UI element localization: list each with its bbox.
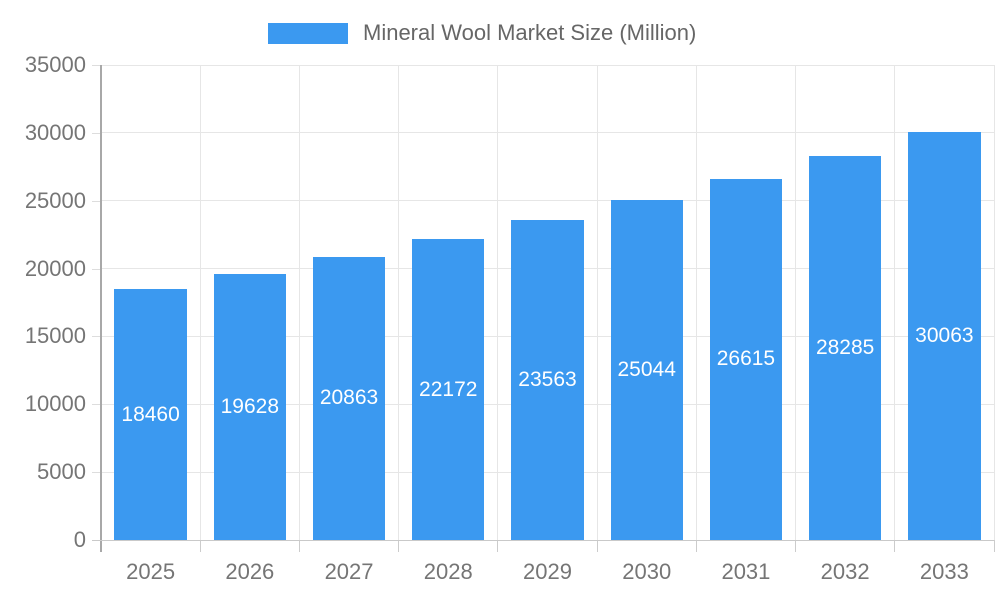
- gridline-horizontal: [101, 64, 994, 66]
- y-axis-tick: [92, 200, 101, 202]
- legend-label[interactable]: Mineral Wool Market Size (Million): [363, 20, 697, 45]
- x-axis-tick: [596, 540, 598, 552]
- x-axis-tick: [894, 540, 896, 552]
- y-axis-label: 0: [73, 527, 86, 552]
- bar[interactable]: 28285: [808, 156, 882, 540]
- bar-value-label: 30063: [915, 323, 974, 347]
- y-axis-line: [100, 65, 102, 552]
- x-axis-label: 2026: [225, 559, 275, 584]
- y-axis-label: 15000: [24, 323, 86, 349]
- x-axis-tick: [199, 540, 201, 552]
- x-axis-label: 2033: [919, 559, 969, 584]
- gridline-horizontal: [101, 200, 994, 202]
- bar-value-label: 23563: [518, 368, 577, 392]
- gridline-vertical: [894, 65, 896, 540]
- gridline-vertical: [795, 65, 797, 540]
- bar[interactable]: 26615: [709, 178, 783, 540]
- x-axis-tick: [398, 540, 400, 552]
- y-axis-tick: [92, 336, 101, 338]
- y-axis-label: 25000: [24, 187, 86, 213]
- gridline-vertical: [199, 65, 201, 540]
- bar-value-label: 25044: [617, 358, 676, 382]
- x-axis-tick: [298, 540, 300, 552]
- bar[interactable]: 23563: [511, 220, 584, 540]
- gridline-horizontal: [101, 132, 994, 134]
- gridline-vertical: [398, 65, 400, 540]
- x-axis-tick: [993, 540, 995, 552]
- y-axis-tick: [92, 472, 101, 474]
- x-axis-label: 2032: [820, 559, 870, 584]
- y-axis-tick: [92, 65, 101, 66]
- y-axis-label: 20000: [24, 255, 86, 281]
- gridline-vertical: [497, 65, 499, 540]
- bar[interactable]: 20863: [312, 256, 386, 540]
- legend-swatch[interactable]: [268, 22, 348, 44]
- x-axis-label: 2029: [523, 559, 572, 584]
- bar[interactable]: 22172: [412, 239, 485, 540]
- x-axis-label: 2028: [423, 559, 473, 584]
- x-axis-label: 2025: [126, 559, 176, 584]
- bar-value-label: 22172: [419, 377, 478, 401]
- gridline-vertical: [993, 65, 995, 540]
- y-axis-tick: [92, 268, 101, 270]
- gridline-vertical: [596, 65, 598, 540]
- bar[interactable]: 18460: [114, 289, 187, 540]
- x-axis-label: 2027: [324, 559, 374, 584]
- x-axis-tick: [695, 540, 697, 552]
- bar-value-label: 19628: [220, 394, 280, 418]
- bar-value-label: 20863: [319, 386, 379, 410]
- x-axis-line: [92, 540, 994, 541]
- gridline-vertical: [298, 65, 300, 540]
- y-axis-label: 35000: [24, 52, 86, 77]
- x-axis-tick: [795, 540, 797, 552]
- bar-value-label: 28285: [815, 336, 875, 360]
- x-axis-label: 2030: [622, 559, 672, 584]
- legend[interactable]: Mineral Wool Market Size (Million): [268, 20, 696, 46]
- bar[interactable]: 19628: [213, 273, 287, 540]
- y-axis-label: 30000: [24, 119, 86, 145]
- gridline-vertical: [695, 65, 697, 540]
- y-axis-tick: [92, 404, 101, 406]
- bar-value-label: 18460: [121, 402, 180, 426]
- x-axis-tick: [497, 540, 499, 552]
- bar[interactable]: 25044: [610, 200, 683, 540]
- y-axis-tick: [92, 132, 101, 134]
- y-axis-label: 5000: [37, 459, 86, 485]
- bar[interactable]: 30063: [908, 132, 981, 540]
- bar-value-label: 26615: [716, 347, 776, 371]
- y-axis-label: 10000: [24, 391, 86, 417]
- x-axis-label: 2031: [721, 559, 771, 584]
